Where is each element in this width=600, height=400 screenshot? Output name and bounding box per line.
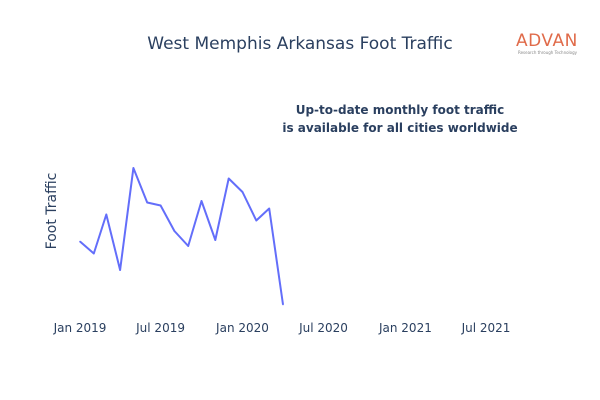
data-point bbox=[241, 191, 244, 193]
data-point bbox=[227, 177, 230, 180]
advan-logo: ADVAN Research through Technology bbox=[516, 33, 588, 56]
series-layer bbox=[79, 167, 284, 306]
data-point bbox=[79, 240, 81, 243]
annotation-line-2: is available for all cities worldwide bbox=[282, 121, 518, 135]
data-point bbox=[187, 245, 189, 247]
data-point bbox=[132, 167, 135, 169]
x-tick-label: Jul 2019 bbox=[135, 321, 185, 335]
logo-wordmark: ADVAN bbox=[516, 31, 578, 51]
data-point bbox=[200, 200, 203, 202]
data-point bbox=[93, 252, 95, 255]
x-tick-label: Jan 2021 bbox=[378, 321, 432, 335]
data-point bbox=[255, 219, 258, 222]
data-point bbox=[105, 213, 108, 216]
data-point bbox=[159, 204, 162, 207]
data-point bbox=[119, 269, 121, 271]
x-axis-ticks: Jan 2019 Jul 2019 Jan 2020 Jul 2020 Jan 2021… bbox=[53, 321, 511, 335]
y-axis-title: Foot Traffic bbox=[44, 173, 60, 250]
promo-annotation: Up-to-date monthly foot traffic is avail… bbox=[240, 101, 560, 137]
annotation-line-1: Up-to-date monthly foot traffic bbox=[295, 103, 505, 117]
data-point bbox=[282, 303, 284, 306]
x-tick-label: Jul 2020 bbox=[298, 321, 348, 335]
x-tick-label: Jan 2019 bbox=[53, 321, 107, 335]
logo-tagline: Research through Technology bbox=[518, 50, 578, 55]
series-line bbox=[79, 167, 284, 305]
data-point bbox=[268, 207, 271, 210]
data-point bbox=[214, 239, 217, 241]
data-point bbox=[146, 201, 148, 204]
x-tick-label: Jul 2021 bbox=[461, 321, 511, 335]
chart-title: West Memphis Arkansas Foot Traffic bbox=[147, 34, 453, 54]
x-tick-label: Jan 2020 bbox=[215, 321, 269, 335]
data-point bbox=[173, 230, 176, 232]
